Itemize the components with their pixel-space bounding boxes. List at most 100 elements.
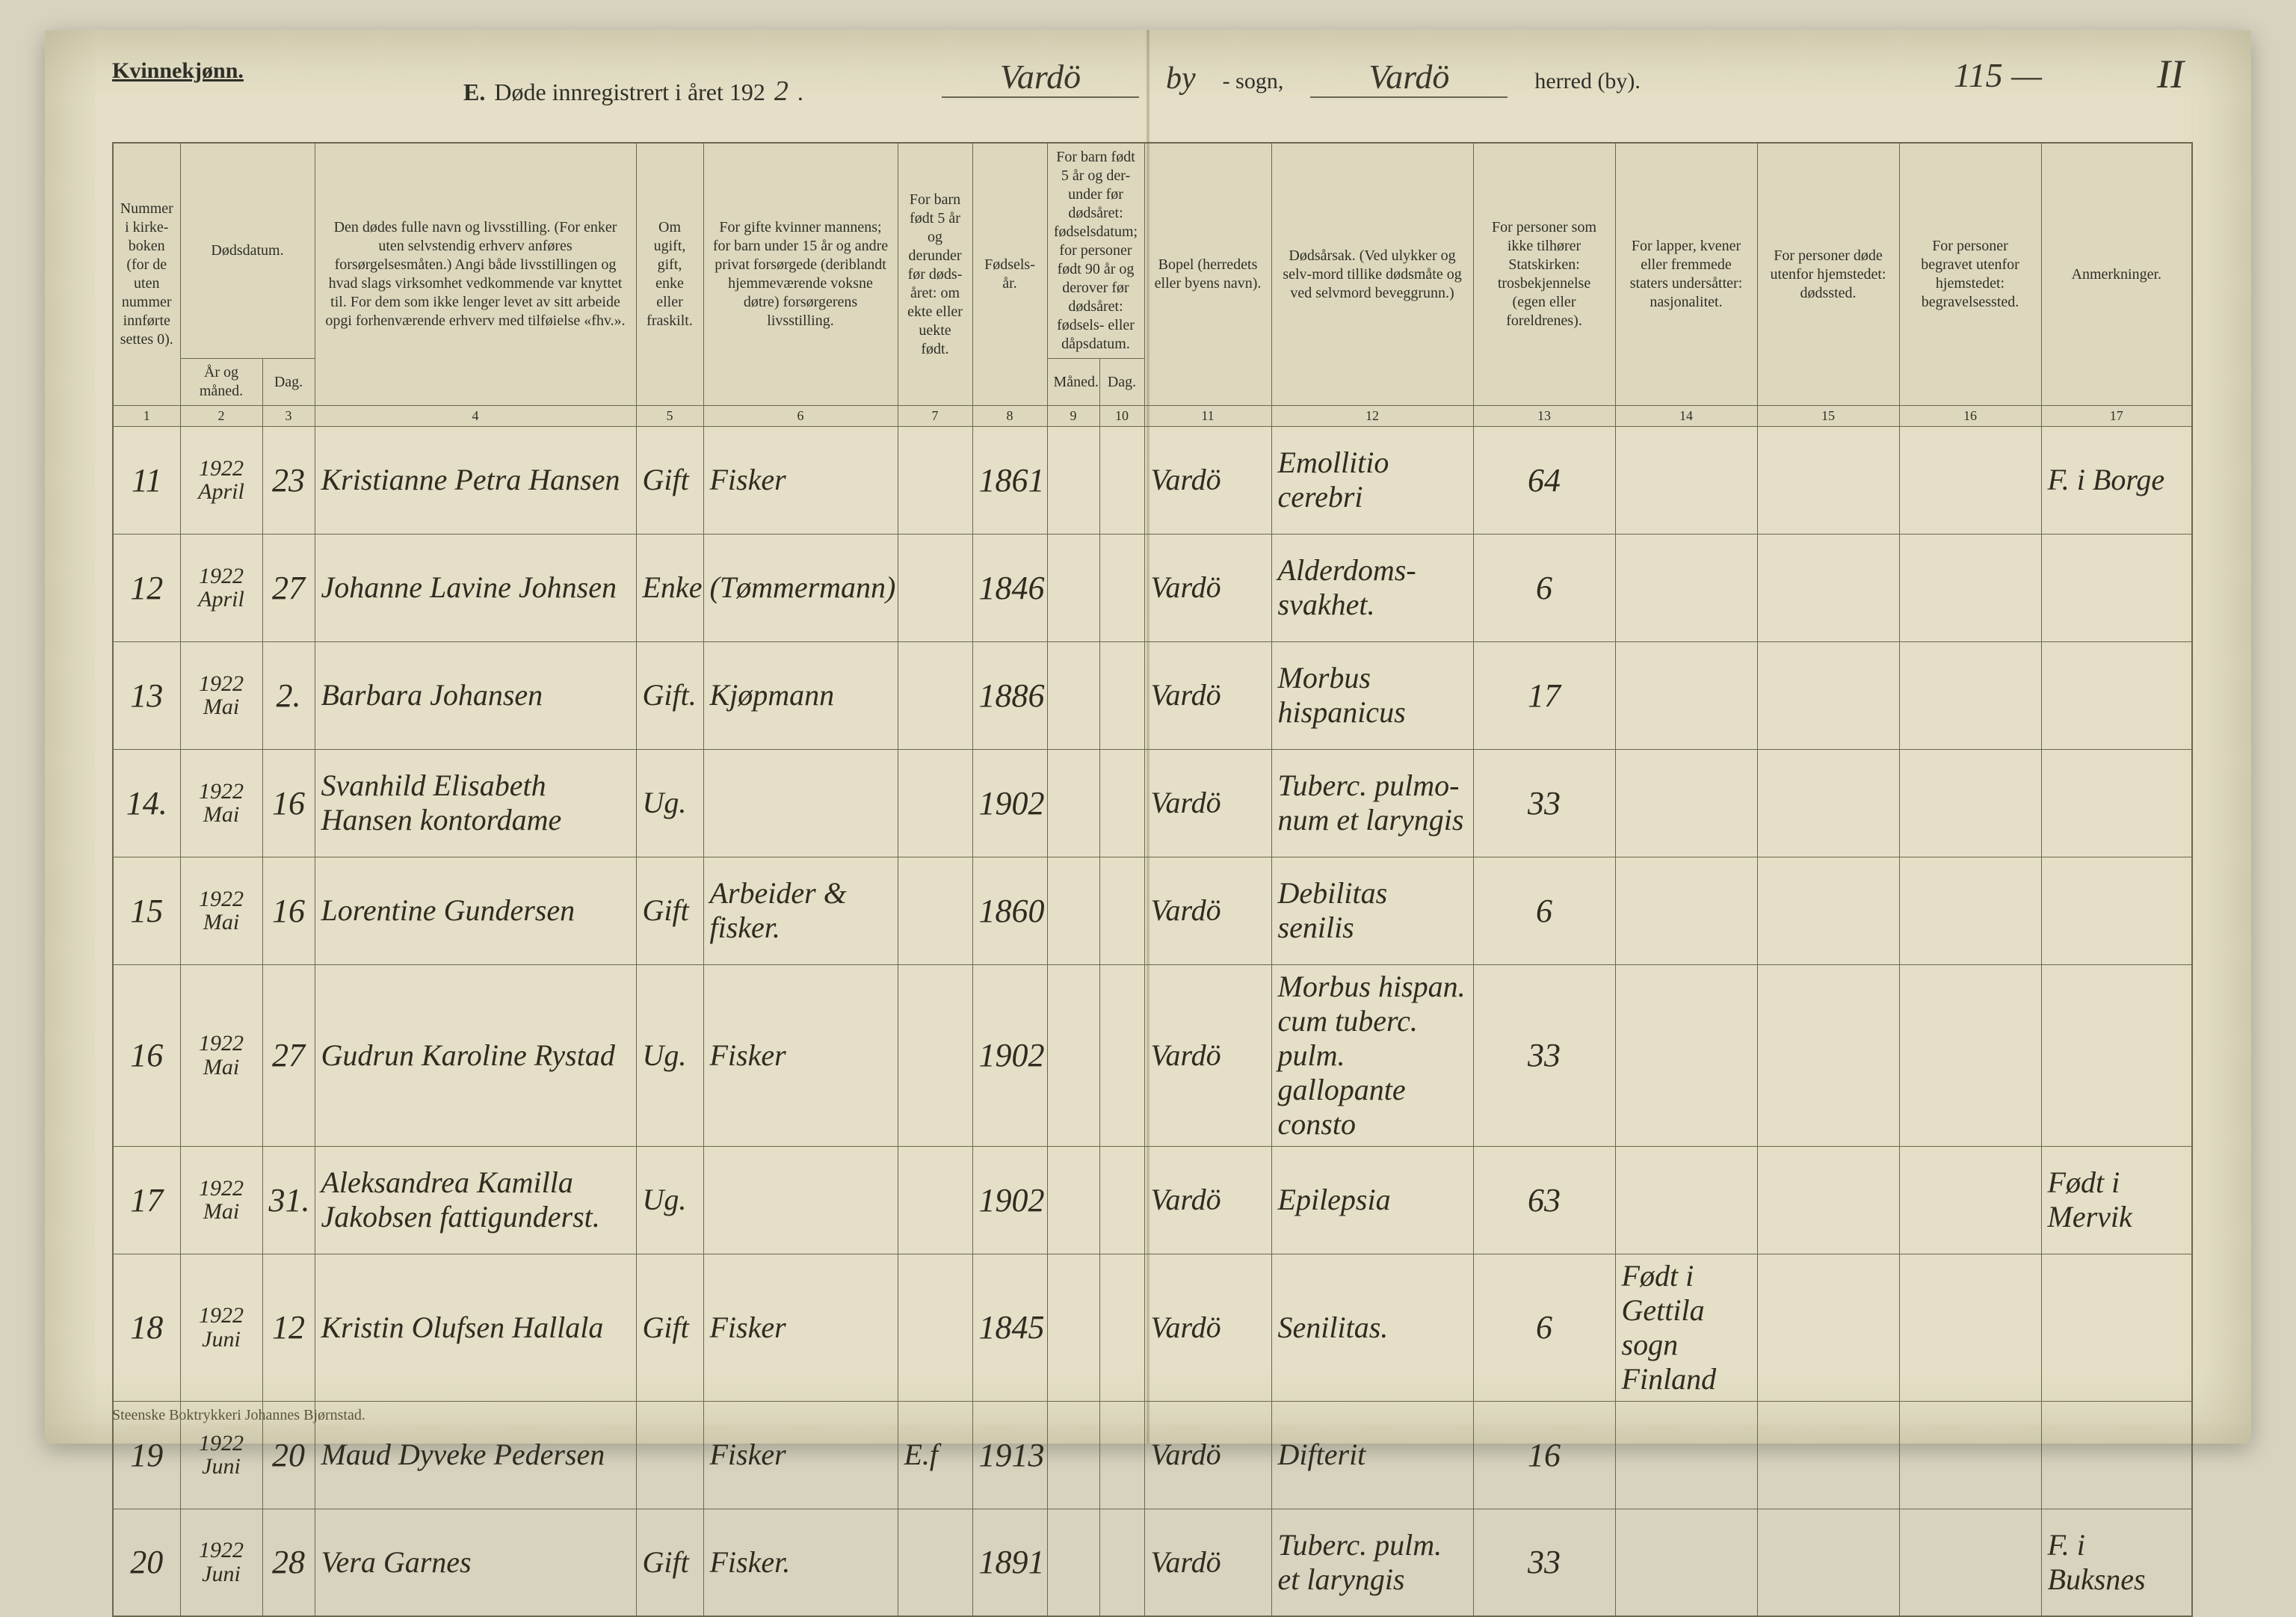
cell: 1922Mai <box>180 749 262 857</box>
cell: 23 <box>262 426 315 534</box>
cell <box>898 641 972 749</box>
cell: Vardö <box>1144 426 1271 534</box>
sheet-number: 115 — <box>1954 55 2042 95</box>
cell: Tuberc. pulm. et laryngis <box>1271 1509 1473 1616</box>
col-5-header: Om ugift, gift, enke eller fraskilt. <box>636 143 703 406</box>
column-number: 8 <box>972 406 1047 427</box>
cell: 13 <box>113 641 180 749</box>
cell <box>1047 641 1099 749</box>
cell: 18 <box>113 1254 180 1401</box>
cell <box>1099 1146 1144 1254</box>
cell <box>898 964 972 1146</box>
cell <box>2041 1254 2192 1401</box>
column-number: 10 <box>1099 406 1144 427</box>
col-17-header: Anmerkninger. <box>2041 143 2192 406</box>
cell <box>1099 857 1144 964</box>
col-8-header: Fødsels-år. <box>972 143 1047 406</box>
table-row: 151922Mai16Lorentine GundersenGiftArbeid… <box>113 857 2192 964</box>
cell <box>2041 964 2192 1146</box>
column-number: 6 <box>703 406 898 427</box>
cell: 1922Juni <box>180 1509 262 1616</box>
cell: 15 <box>113 857 180 964</box>
table-row: 181922Juni12Kristin Olufsen HallalaGiftF… <box>113 1254 2192 1401</box>
cell <box>1047 1509 1099 1616</box>
cell: 1891 <box>972 1509 1047 1616</box>
cell: F. i Buksnes <box>2041 1509 2192 1616</box>
cell: Lorentine Gundersen <box>315 857 636 964</box>
cell: Kjøpmann <box>703 641 898 749</box>
table-row: 161922Mai27Gudrun Karoline RystadUg.Fisk… <box>113 964 2192 1146</box>
cell: 6 <box>1473 857 1615 964</box>
table-row: 191922Juni20Maud Dyveke PedersenFiskerE.… <box>113 1401 2192 1509</box>
cell <box>1615 426 1757 534</box>
cell <box>1615 641 1757 749</box>
col-10-subheader: Dag. <box>1099 359 1144 406</box>
cell <box>1047 534 1099 641</box>
cell <box>1899 641 2041 749</box>
cell <box>1099 426 1144 534</box>
cell <box>2041 534 2192 641</box>
table-head: Nummer i kirke-boken (for de uten nummer… <box>113 143 2192 426</box>
section-title-text: Døde innregistrert i året 192 <box>494 78 765 106</box>
table-row: 131922Mai2.Barbara JohansenGift.Kjøpmann… <box>113 641 2192 749</box>
cell: 27 <box>262 534 315 641</box>
col-9-subheader: Måned. <box>1047 359 1099 406</box>
cell <box>1099 749 1144 857</box>
cell: Gift <box>636 426 703 534</box>
cell: Senilitas. <box>1271 1254 1473 1401</box>
cell <box>898 534 972 641</box>
cell <box>1615 1401 1757 1509</box>
col-12-header: Dødsårsak. (Ved ulykker og selv-mord til… <box>1271 143 1473 406</box>
cell: Vardö <box>1144 641 1271 749</box>
column-number: 11 <box>1144 406 1271 427</box>
cell <box>1899 534 2041 641</box>
cell <box>1757 964 1899 1146</box>
cell: Alderdoms-svakhet. <box>1271 534 1473 641</box>
table-row: 201922Juni28Vera GarnesGiftFisker.1891Va… <box>113 1509 2192 1616</box>
cell <box>2041 749 2192 857</box>
cell <box>1899 1254 2041 1401</box>
cell: Ug. <box>636 1146 703 1254</box>
cell: 16 <box>262 857 315 964</box>
district-name: Vardö <box>1310 57 1507 98</box>
cell <box>1047 749 1099 857</box>
parish-type: by <box>1166 61 1196 96</box>
section-title: E. Døde innregistrert i året 1922. <box>463 75 803 108</box>
cell: 20 <box>113 1509 180 1616</box>
cell: 1922Mai <box>180 641 262 749</box>
cell: Født i Mervik <box>2041 1146 2192 1254</box>
cell <box>1615 534 1757 641</box>
cell: Vardö <box>1144 1509 1271 1616</box>
cell: Emollitio cerebri <box>1271 426 1473 534</box>
cell <box>1757 749 1899 857</box>
cell: 1922April <box>180 426 262 534</box>
cell: Fisker <box>703 964 898 1146</box>
cell <box>1047 1146 1099 1254</box>
cell <box>1099 1509 1144 1616</box>
column-number: 12 <box>1271 406 1473 427</box>
col-1-header: Nummer i kirke-boken (for de uten nummer… <box>113 143 180 406</box>
cell <box>1899 426 2041 534</box>
column-number: 2 <box>180 406 262 427</box>
cell: Ug. <box>636 964 703 1146</box>
column-number: 15 <box>1757 406 1899 427</box>
col-2-3-group-header: Dødsdatum. <box>180 143 315 359</box>
cell: F. i Borge <box>2041 426 2192 534</box>
cell: 33 <box>1473 1509 1615 1616</box>
cell: Vardö <box>1144 534 1271 641</box>
cell <box>1899 1401 2041 1509</box>
cell: 31. <box>262 1146 315 1254</box>
cell: 1902 <box>972 964 1047 1146</box>
cell: Kristin Olufsen Hallala <box>315 1254 636 1401</box>
col-3-subheader: Dag. <box>262 359 315 406</box>
cell <box>1757 534 1899 641</box>
cell <box>1047 1401 1099 1509</box>
cell <box>1899 1146 2041 1254</box>
cell: Vardö <box>1144 749 1271 857</box>
cell <box>1099 534 1144 641</box>
cell: Debilitas senilis <box>1271 857 1473 964</box>
cell <box>1757 426 1899 534</box>
cell: Tuberc. pulmo-num et laryngis <box>1271 749 1473 857</box>
cell: Gift. <box>636 641 703 749</box>
cell: 33 <box>1473 749 1615 857</box>
